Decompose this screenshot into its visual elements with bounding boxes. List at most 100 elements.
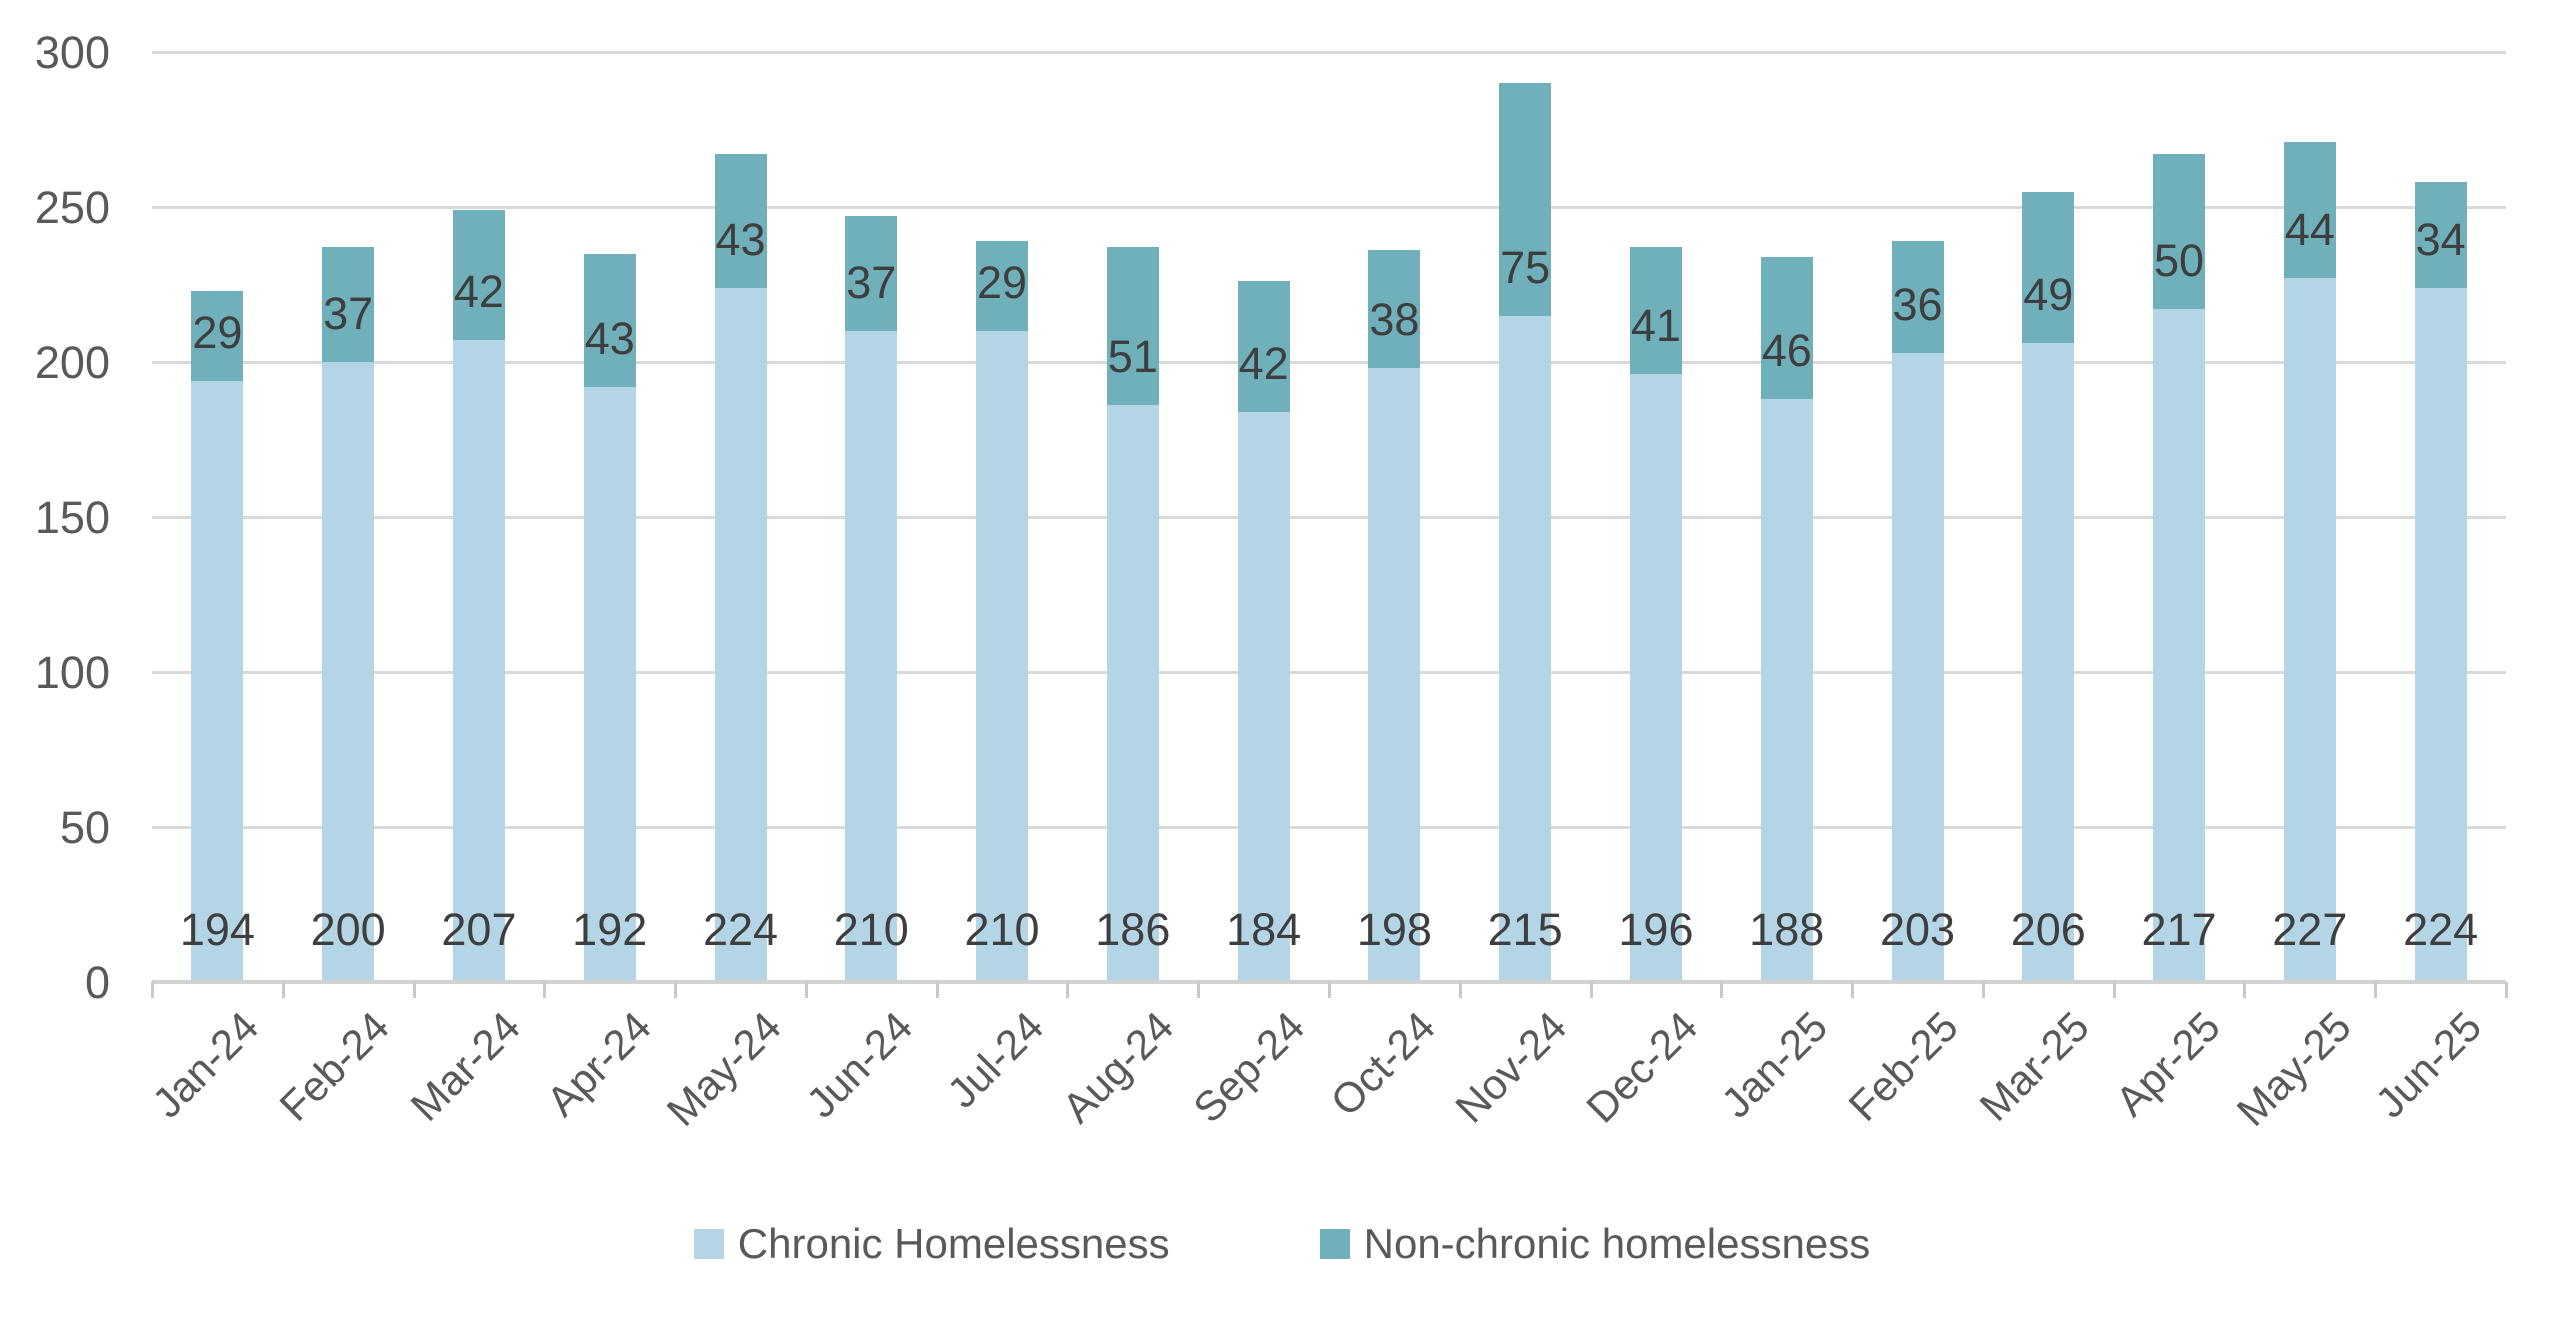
x-axis-tick (1328, 982, 1331, 998)
x-tick-label-Jun-25: Jun-25 (2366, 1002, 2491, 1127)
segment-nonchronic-Sep-24 (1237, 281, 1290, 412)
data-label-chronic-Feb-24: 200 (310, 904, 386, 955)
x-tick-label-Feb-25: Feb-25 (1839, 1002, 1968, 1130)
y-tick-label-200: 200 (34, 337, 110, 388)
data-label-chronic-Sep-24: 184 (1226, 904, 1302, 955)
bar-Oct-24: 38 198 (1357, 0, 1432, 982)
legend-label: Non-chronic homelessness (1363, 1220, 1871, 1267)
segment-chronic-May-25 (2283, 278, 2336, 982)
data-label-chronic-May-25: 227 (2272, 904, 2348, 955)
bar-Jun-25: 34 224 (2403, 0, 2478, 982)
data-label-nonchronic-Sep-24: 42 (1238, 337, 1289, 389)
gridline-200 (152, 361, 2506, 364)
bar-Apr-25: 50 217 (2142, 0, 2217, 982)
y-tick-label-150: 150 (34, 492, 110, 543)
bar-Jul-24: 29 210 (965, 0, 1040, 982)
bar-Dec-24: 41 196 (1618, 0, 1693, 982)
data-label-nonchronic-Mar-24: 42 (453, 266, 504, 318)
x-axis-tick (2112, 982, 2116, 998)
x-axis-tick (543, 982, 547, 998)
x-tick-label-Oct-24: Oct-24 (1321, 1002, 1445, 1125)
x-tick-label-Aug-24: Aug-24 (1053, 1002, 1183, 1132)
segment-chronic-Oct-24 (1368, 368, 1421, 982)
gridline-100 (152, 671, 2506, 674)
segment-nonchronic-Feb-24 (322, 247, 375, 362)
x-axis-tick (2505, 982, 2508, 998)
data-label-chronic-Oct-24: 198 (1356, 904, 1432, 955)
segment-nonchronic-Jan-24 (191, 290, 244, 381)
segment-nonchronic-Apr-25 (2153, 154, 2206, 310)
x-axis-tick (1066, 982, 1070, 998)
bar-Feb-24: 37 200 (311, 0, 386, 982)
x-tick-label-Jun-24: Jun-24 (797, 1002, 922, 1127)
y-tick-label-250: 250 (34, 182, 110, 233)
data-label-nonchronic-Aug-24: 51 (1107, 331, 1158, 383)
x-tick-label-Apr-25: Apr-25 (2106, 1002, 2229, 1125)
data-label-nonchronic-Oct-24: 38 (1369, 294, 1420, 346)
data-label-nonchronic-Jun-24: 37 (846, 257, 897, 308)
x-axis-tick (935, 982, 939, 998)
x-axis-tick (2374, 982, 2378, 998)
segment-chronic-Mar-24 (452, 340, 505, 982)
data-label-chronic-Jun-24: 210 (833, 904, 909, 955)
segment-nonchronic-Nov-24 (1499, 83, 1552, 316)
segment-chronic-Jan-24 (191, 380, 244, 982)
x-tick-label-Mar-24: Mar-24 (401, 1002, 529, 1130)
plot-area: 29 194 37 200 42 207 43 192 43 224 37 210 29 210 51 186… (151, 0, 2508, 998)
x-axis-tick (1981, 982, 1985, 998)
x-tick-label-Jul-24: Jul-24 (937, 1002, 1052, 1117)
bar-Mar-24: 42 207 (441, 0, 516, 982)
x-tick-label-Jan-24: Jan-24 (143, 1002, 268, 1127)
data-label-chronic-Apr-24: 192 (572, 904, 648, 955)
segment-nonchronic-Apr-24 (583, 253, 636, 387)
data-label-nonchronic-Feb-25: 36 (1892, 278, 1943, 330)
legend-swatch-icon (1319, 1229, 1350, 1259)
data-label-chronic-Mar-24: 207 (441, 904, 517, 955)
data-label-nonchronic-May-24: 43 (715, 213, 766, 265)
data-label-chronic-Jun-25: 224 (2403, 904, 2479, 955)
x-tick-label-Feb-24: Feb-24 (270, 1002, 398, 1130)
data-label-nonchronic-Jun-25: 34 (2415, 213, 2466, 265)
data-label-chronic-Jan-24: 194 (179, 904, 255, 955)
gridline-150 (152, 516, 2506, 519)
data-label-nonchronic-Mar-25: 49 (2023, 269, 2074, 321)
x-axis-tick (1197, 982, 1201, 998)
data-label-nonchronic-Apr-25: 50 (2154, 235, 2205, 287)
y-tick-label-100: 100 (34, 647, 110, 698)
bar-Jan-24: 29 194 (180, 0, 255, 982)
legend-swatch-icon (693, 1229, 724, 1259)
y-tick-label-0: 0 (84, 957, 110, 1008)
segment-chronic-Aug-24 (1106, 405, 1159, 982)
segment-nonchronic-Jan-25 (1760, 256, 1813, 400)
data-label-nonchronic-May-25: 44 (2284, 204, 2335, 256)
data-label-chronic-May-24: 224 (702, 904, 779, 955)
segment-nonchronic-Aug-24 (1106, 247, 1159, 406)
data-label-chronic-Jan-25: 188 (1749, 904, 1825, 955)
x-tick-label-Mar-25: Mar-25 (1970, 1002, 2099, 1130)
x-axis-tick (1720, 982, 1724, 998)
data-label-nonchronic-Feb-24: 37 (323, 288, 374, 339)
bar-Feb-25: 36 203 (1880, 0, 1955, 982)
gridline-250 (152, 206, 2506, 209)
segment-nonchronic-Mar-25 (2022, 191, 2075, 344)
segment-chronic-Jun-25 (2414, 287, 2467, 982)
bar-Aug-24: 51 186 (1095, 0, 1170, 982)
segment-chronic-Nov-24 (1499, 315, 1552, 982)
segment-nonchronic-Dec-24 (1629, 247, 1682, 375)
data-label-chronic-Nov-24: 215 (1487, 904, 1563, 955)
y-tick-label-300: 300 (34, 27, 110, 78)
gridline-300 (152, 51, 2506, 54)
x-axis-tick (1458, 982, 1462, 998)
segment-nonchronic-Jun-25 (2414, 182, 2467, 288)
legend: Chronic Homelessness Non-chronic homeless… (0, 1222, 2564, 1266)
x-tick-label-Nov-24: Nov-24 (1446, 1002, 1575, 1132)
bar-Mar-25: 49 206 (2011, 0, 2086, 982)
x-axis-tick (1589, 982, 1593, 998)
x-tick-label-Sep-24: Sep-24 (1184, 1002, 1314, 1132)
data-label-nonchronic-Nov-24: 75 (1500, 241, 1551, 293)
segment-chronic-Sep-24 (1237, 411, 1290, 982)
x-axis-tick (1851, 982, 1855, 998)
segment-nonchronic-Oct-24 (1368, 250, 1421, 369)
data-label-nonchronic-Dec-24: 41 (1630, 300, 1681, 352)
